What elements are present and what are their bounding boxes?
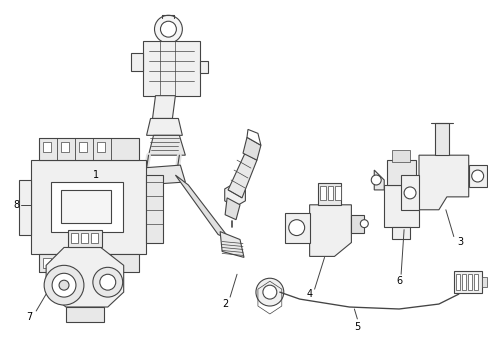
Bar <box>71 233 78 243</box>
Bar <box>453 271 481 293</box>
Bar <box>434 123 448 155</box>
Polygon shape <box>227 153 256 198</box>
Bar <box>68 230 102 247</box>
Polygon shape <box>400 175 418 210</box>
Bar <box>391 150 409 162</box>
Text: 3: 3 <box>457 237 463 247</box>
Bar <box>461 274 465 290</box>
Text: 5: 5 <box>353 322 360 332</box>
Bar <box>43 258 51 268</box>
Bar <box>200 61 208 73</box>
Bar <box>19 180 31 235</box>
Circle shape <box>255 278 283 306</box>
Polygon shape <box>175 175 230 239</box>
Polygon shape <box>418 155 468 210</box>
Polygon shape <box>317 183 341 205</box>
Bar <box>481 277 486 287</box>
Polygon shape <box>284 213 309 243</box>
Bar <box>327 186 333 200</box>
Bar <box>130 53 142 71</box>
Bar <box>97 142 104 152</box>
Bar <box>61 142 69 152</box>
Polygon shape <box>309 205 351 256</box>
Bar <box>145 175 163 243</box>
Circle shape <box>52 273 76 297</box>
Bar <box>51 182 122 231</box>
Polygon shape <box>152 96 175 118</box>
Circle shape <box>403 187 415 199</box>
Circle shape <box>288 220 304 235</box>
Circle shape <box>160 21 176 37</box>
Bar <box>455 274 459 290</box>
Circle shape <box>263 285 276 299</box>
Polygon shape <box>46 247 123 307</box>
Polygon shape <box>141 165 185 185</box>
Polygon shape <box>468 165 486 187</box>
Text: 1: 1 <box>93 170 99 180</box>
Polygon shape <box>148 135 185 155</box>
Text: 6: 6 <box>395 276 401 286</box>
Bar <box>66 307 103 322</box>
Bar <box>39 138 138 160</box>
Text: 2: 2 <box>222 299 228 309</box>
Circle shape <box>154 15 182 43</box>
Polygon shape <box>146 118 182 135</box>
Polygon shape <box>224 183 245 207</box>
Bar <box>142 41 200 96</box>
Circle shape <box>100 274 116 290</box>
Polygon shape <box>384 185 418 227</box>
Polygon shape <box>351 215 364 233</box>
Bar <box>319 186 325 200</box>
Circle shape <box>360 220 367 228</box>
Polygon shape <box>224 198 240 220</box>
Bar <box>97 258 104 268</box>
Bar <box>473 274 477 290</box>
Bar <box>467 274 471 290</box>
Text: 4: 4 <box>306 289 312 299</box>
Bar <box>61 258 69 268</box>
Bar <box>335 186 341 200</box>
Circle shape <box>370 175 381 185</box>
Polygon shape <box>243 137 261 160</box>
Bar <box>43 142 51 152</box>
Polygon shape <box>386 160 415 185</box>
Bar <box>39 255 138 272</box>
Bar <box>391 227 409 239</box>
Bar <box>61 190 111 223</box>
Circle shape <box>471 170 483 182</box>
Circle shape <box>59 280 69 290</box>
Bar <box>31 160 145 255</box>
Polygon shape <box>220 231 244 257</box>
Text: 7: 7 <box>26 312 32 322</box>
Polygon shape <box>373 170 384 190</box>
Bar <box>79 142 87 152</box>
Text: 8: 8 <box>13 200 20 210</box>
Bar <box>81 233 88 243</box>
Bar <box>79 258 87 268</box>
Circle shape <box>44 265 84 305</box>
Circle shape <box>93 267 122 297</box>
Polygon shape <box>246 129 261 145</box>
Bar <box>91 233 98 243</box>
